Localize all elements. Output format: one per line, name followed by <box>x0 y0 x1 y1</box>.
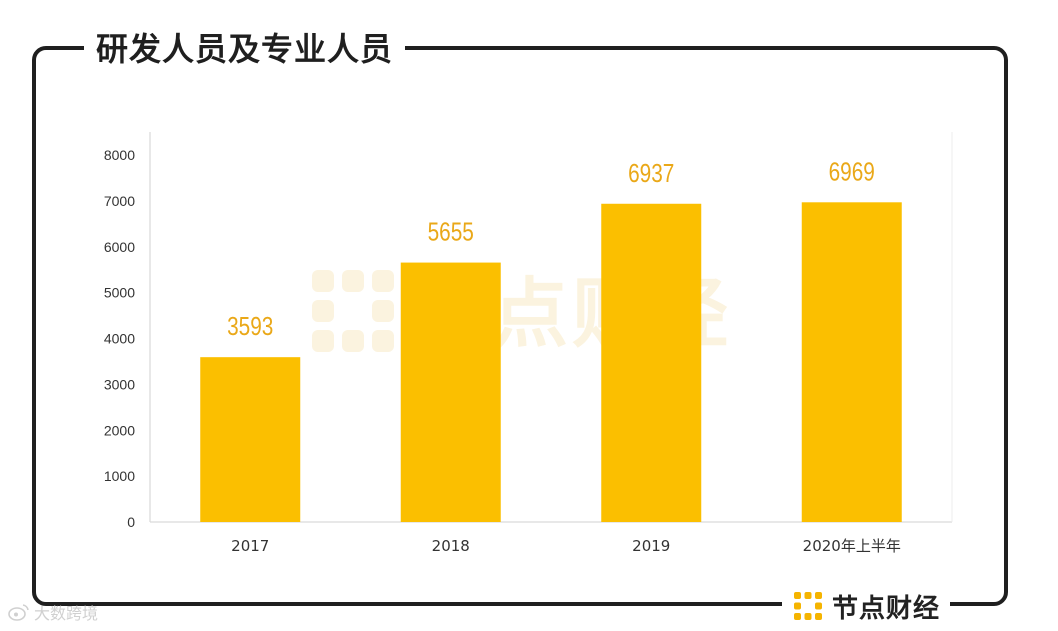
x-tick-label: 2018 <box>432 537 470 555</box>
data-label: 6969 <box>829 157 875 186</box>
watermark-dot <box>342 270 364 292</box>
y-tick-label: 2000 <box>104 422 135 438</box>
bar <box>601 203 702 522</box>
y-tick-label: 1000 <box>104 468 135 484</box>
y-tick-label: 6000 <box>104 239 135 255</box>
dot-grid-logo-icon <box>794 592 822 620</box>
y-tick-label: 4000 <box>104 331 135 347</box>
title-container: 研发人员及专业人员 <box>84 24 406 74</box>
data-label: 5655 <box>428 217 474 246</box>
dot-grid-logo-icon <box>312 270 394 352</box>
y-tick-label: 5000 <box>104 285 135 301</box>
weibo-icon <box>8 604 29 621</box>
page-title: 研发人员及专业人员 <box>96 30 394 68</box>
source-watermark: 大数跨境 <box>8 600 98 624</box>
chart-bars <box>200 202 902 522</box>
x-tick-label: 2020年上半年 <box>803 537 901 555</box>
x-tick-label: 2017 <box>231 537 269 555</box>
watermark-dot <box>312 330 334 352</box>
y-tick-label: 0 <box>127 514 135 530</box>
chart-labels: 3593 2017 5655 2018 6937 2019 6969 2020年上半年 <box>227 157 901 555</box>
bar <box>400 262 501 522</box>
bar <box>200 357 301 522</box>
y-tick-label: 3000 <box>104 376 135 392</box>
data-label: 3593 <box>227 312 273 341</box>
x-tick-label: 2019 <box>632 537 670 555</box>
data-label: 6937 <box>628 159 674 188</box>
watermark-dot <box>372 300 394 322</box>
bar <box>801 202 902 522</box>
watermark-dot <box>372 270 394 292</box>
watermark-dot <box>312 300 334 322</box>
brand-name: 节点财经 <box>832 593 941 624</box>
watermark-dot <box>312 270 334 292</box>
y-tick-label: 7000 <box>104 193 135 209</box>
brand-logo: 节点财经 <box>782 585 951 627</box>
chart-frame <box>32 46 1008 606</box>
watermark-dot <box>342 330 364 352</box>
y-tick-label: 8000 <box>104 147 135 163</box>
watermark-dot <box>372 330 394 352</box>
source-watermark-text: 大数跨境 <box>34 604 99 623</box>
